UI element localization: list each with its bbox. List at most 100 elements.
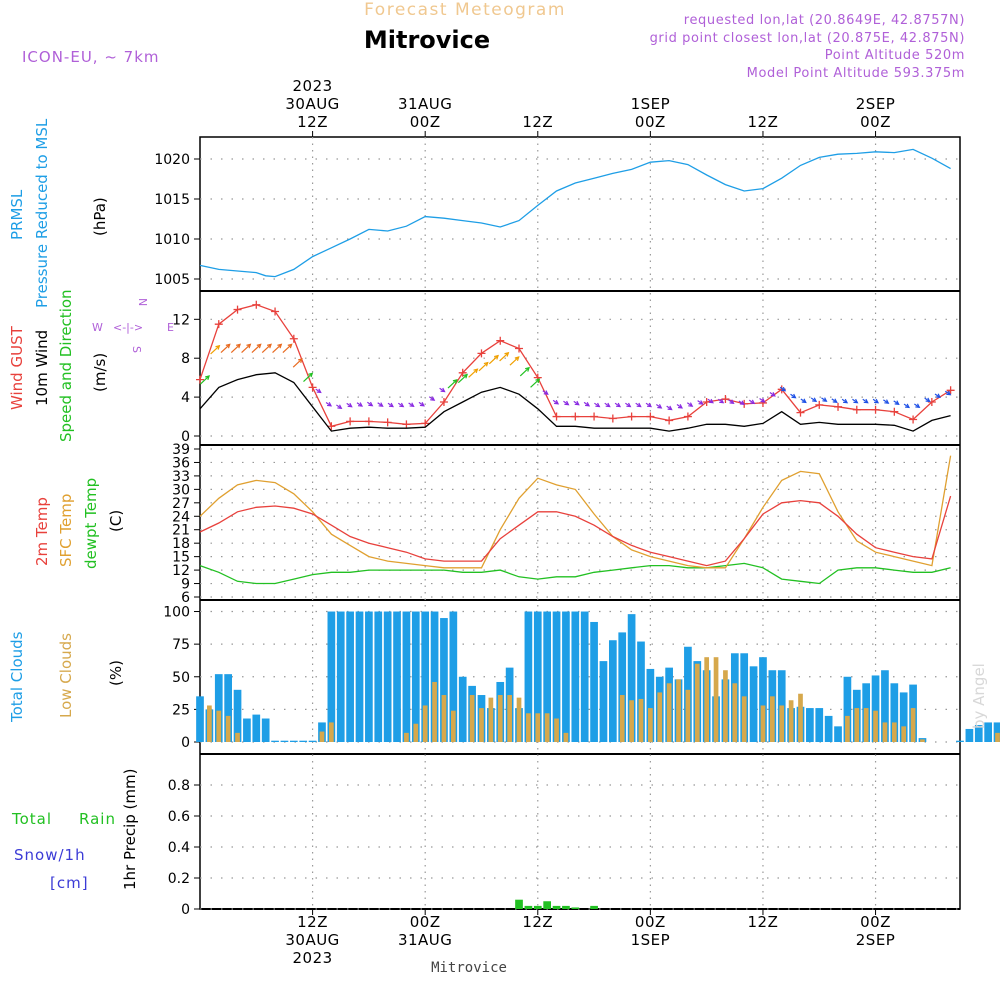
low-cloud-bar [497,695,503,742]
rain-label: Rain [79,810,116,828]
low-cloud-bar [535,713,541,742]
gust-marker [271,307,280,316]
y-axis-ticks: 1005101010151020048126912151821242730333… [154,152,200,918]
gust-marker [364,417,373,426]
rain-bar [524,905,533,909]
low-cloud-bar [488,697,494,742]
total-cloud-bar [815,708,824,742]
wind-arrow [303,372,313,382]
wind-arrow-head [822,397,828,402]
wind-arrow-head [514,356,520,362]
time-label: 00Z [860,113,891,131]
total-cloud-bar [524,611,533,742]
total-cloud-bar [224,674,232,742]
total-cloud-bar [580,611,589,742]
time-label: 1SEP [631,931,671,949]
total-cloud-bar [365,611,373,742]
total-cloud-bar [881,670,889,742]
total-cloud-bar [552,611,561,742]
wind-arrow-head [368,401,374,407]
low-cloud-bar [713,657,719,742]
gust-marker [721,395,730,404]
total-cloud-bar [843,676,852,742]
gust-marker [683,412,692,421]
wind-arrow-head [326,402,333,407]
low-cloud-bar [648,708,653,742]
total-cloud-bar [806,708,814,742]
low-cloud-bar [507,695,512,742]
gust-marker [815,400,824,409]
low-cloud-bar [741,696,747,742]
total-cloud-bar [214,674,223,742]
low-cloud-bar [694,663,700,742]
low-cloud-bar [995,732,1000,742]
wind-arrow [230,343,241,354]
low-cloud-bar [432,681,437,742]
y-tick-label: 1005 [154,272,190,288]
wind-arrow-head [246,343,252,349]
wind-arrow-head [554,399,560,405]
total-cloud-bar [543,611,552,742]
total-cloud-bar [383,611,392,742]
total-cloud-bar [336,611,345,742]
y-tick-label: 12 [172,563,190,579]
time-label: 00Z [635,113,666,131]
wind-arrow-head [236,343,241,349]
temp-2m-line [199,495,952,567]
super-title: Forecast Meteogram [364,0,566,20]
wind-arrow [261,343,272,354]
time-label: 1SEP [631,95,671,113]
y-tick-label: 0.4 [168,840,190,856]
low-clouds-label: Low Clouds [57,633,75,718]
total-cloud-bar [440,618,448,742]
y-tick-label: 0.2 [168,871,190,887]
gust-marker [627,412,636,421]
y-tick-label: 27 [172,496,190,512]
y-tick-label: 0.8 [168,778,190,794]
total-cloud-bar [271,740,279,742]
total-cloud-bar [590,621,598,742]
wind-arrow-head [884,399,890,404]
requested-coords: requested lon,lat (20.8649E, 42.8757N) [684,13,965,28]
y-tick-label: 30 [172,482,190,498]
low-cloud-bar [225,715,231,742]
y-tick-label: 9 [181,577,190,593]
low-cloud-bar [516,697,522,742]
wind-arrow-head [708,398,714,404]
total-cloud-bar [299,740,308,742]
wind-arrow-head [463,373,469,379]
wind-arrow-head [719,398,725,404]
time-label: 00Z [410,913,441,931]
y-tick-label: 4 [181,390,190,406]
wind-arrow-head [525,366,530,372]
y-tick-label: 0 [181,429,190,445]
wind-arrow-head [935,393,941,399]
total-cloud-bar [599,661,608,742]
low-cloud-bar [845,715,850,742]
wind-arrow-head [657,404,663,409]
gust-marker [327,422,336,431]
wind-arrow-head [667,405,673,411]
total-cloud-bar [355,611,364,742]
wind-arrow-head [564,400,570,406]
temp-2m-label: 2m Temp [33,497,51,566]
y-tick-label: 1010 [154,232,190,248]
low-cloud-bar [732,683,738,742]
gust-marker [552,412,561,421]
pressure-line [199,148,951,278]
wind-arrow-head [760,398,766,403]
pressure-label: Pressure Reduced to MSL [33,118,51,308]
gust-marker [233,305,242,314]
wind-arrow-head [452,379,458,384]
time-label: 2023 [292,77,332,95]
wind-arrow [488,355,499,365]
wind-arrow-head [832,398,838,404]
watermark: by Angel [970,663,988,729]
y-tick-label: 0.6 [168,809,190,825]
wind-arrow-head [904,403,911,409]
total-cloud-bar [243,718,251,742]
y-tick-label: 24 [172,509,190,525]
wind-direction-label: Speed and Direction [57,289,75,442]
compass-north: N [136,298,149,306]
